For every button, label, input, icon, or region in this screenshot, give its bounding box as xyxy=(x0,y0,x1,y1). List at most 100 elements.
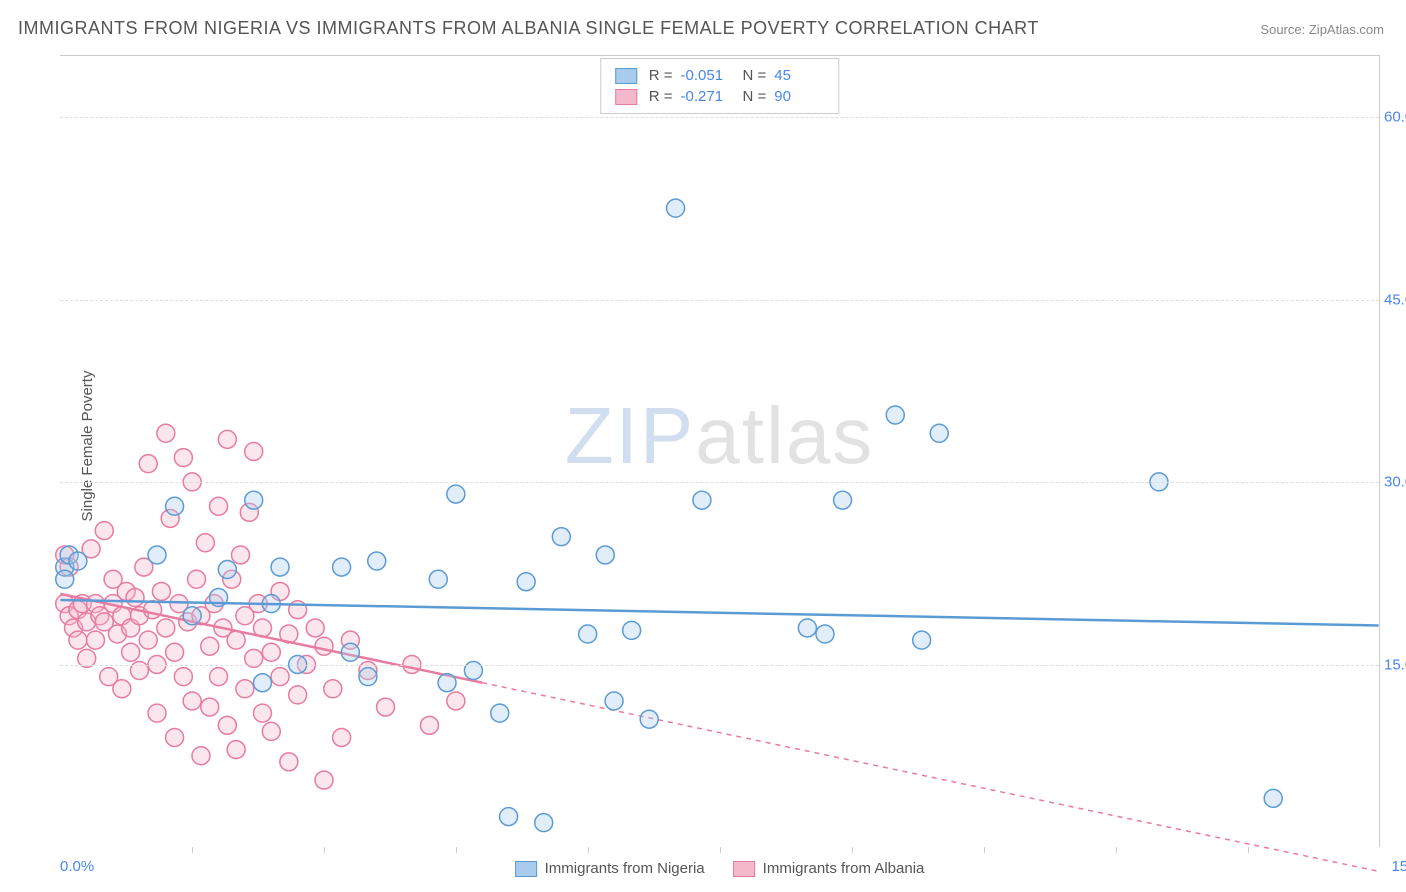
data-point xyxy=(333,728,351,746)
data-point xyxy=(341,643,359,661)
data-point xyxy=(834,491,852,509)
data-point xyxy=(174,668,192,686)
y-tick-label: 30.0% xyxy=(1384,474,1406,491)
source-attribution: Source: ZipAtlas.com xyxy=(1260,22,1384,37)
y-tick-label: 15.0% xyxy=(1384,657,1406,674)
x-tick-mark xyxy=(324,847,325,853)
legend-r-albania: -0.271 xyxy=(681,88,731,105)
data-point xyxy=(201,698,219,716)
data-point xyxy=(377,698,395,716)
data-point xyxy=(262,722,280,740)
data-point xyxy=(552,528,570,546)
data-point xyxy=(245,491,263,509)
data-point xyxy=(87,631,105,649)
data-point xyxy=(500,808,518,826)
source-label: Source: xyxy=(1260,22,1305,37)
data-point xyxy=(139,631,157,649)
data-point xyxy=(148,704,166,722)
legend-item-albania: Immigrants from Albania xyxy=(733,860,925,877)
gridline-h xyxy=(60,300,1379,301)
data-point xyxy=(210,497,228,515)
x-tick-mark xyxy=(852,847,853,853)
data-point xyxy=(218,430,236,448)
gridline-h xyxy=(60,117,1379,118)
legend-n-albania: 90 xyxy=(774,88,824,105)
correlation-legend: R = -0.051 N = 45 R = -0.271 N = 90 xyxy=(600,58,840,114)
data-point xyxy=(438,674,456,692)
data-point xyxy=(218,561,236,579)
source-link[interactable]: ZipAtlas.com xyxy=(1309,22,1384,37)
x-tick-mark xyxy=(1248,847,1249,853)
data-point xyxy=(56,570,74,588)
data-point xyxy=(596,546,614,564)
data-point xyxy=(605,692,623,710)
data-point xyxy=(324,680,342,698)
legend-row-albania: R = -0.271 N = 90 xyxy=(615,86,825,107)
data-point xyxy=(420,716,438,734)
chart-title: IMMIGRANTS FROM NIGERIA VS IMMIGRANTS FR… xyxy=(18,18,1039,39)
data-point xyxy=(280,753,298,771)
data-point xyxy=(227,741,245,759)
data-point xyxy=(245,443,263,461)
data-point xyxy=(188,570,206,588)
data-point xyxy=(623,621,641,639)
legend-label-nigeria: Immigrants from Nigeria xyxy=(545,860,705,877)
data-point xyxy=(144,601,162,619)
data-point xyxy=(69,631,87,649)
data-point xyxy=(69,552,87,570)
data-point xyxy=(166,497,184,515)
legend-r-label: R = xyxy=(649,88,673,105)
data-point xyxy=(183,692,201,710)
data-point xyxy=(271,558,289,576)
data-point xyxy=(253,704,271,722)
x-tick-right: 15.0% xyxy=(1391,858,1406,875)
data-point xyxy=(368,552,386,570)
data-point xyxy=(289,686,307,704)
trend-line-extrapolated xyxy=(482,683,1378,872)
legend-n-label: N = xyxy=(743,67,767,84)
legend-label-albania: Immigrants from Albania xyxy=(763,860,925,877)
data-point xyxy=(157,619,175,637)
data-point xyxy=(517,573,535,591)
data-point xyxy=(333,558,351,576)
data-point xyxy=(201,637,219,655)
gridline-h xyxy=(60,665,1379,666)
data-point xyxy=(262,643,280,661)
data-point xyxy=(122,643,140,661)
legend-r-label: R = xyxy=(649,67,673,84)
data-point xyxy=(315,771,333,789)
data-point xyxy=(95,522,113,540)
legend-n-label: N = xyxy=(743,88,767,105)
x-tick-mark xyxy=(720,847,721,853)
data-point xyxy=(315,637,333,655)
data-point xyxy=(152,582,170,600)
legend-swatch-nigeria xyxy=(615,68,637,84)
legend-swatch-albania xyxy=(615,89,637,105)
x-tick-left: 0.0% xyxy=(60,858,94,875)
y-tick-label: 45.0% xyxy=(1384,291,1406,308)
data-point xyxy=(579,625,597,643)
data-point xyxy=(667,199,685,217)
data-point xyxy=(359,668,377,686)
data-point xyxy=(166,728,184,746)
data-point xyxy=(798,619,816,637)
x-tick-mark xyxy=(456,847,457,853)
data-point xyxy=(640,710,658,728)
data-point xyxy=(535,814,553,832)
data-point xyxy=(429,570,447,588)
data-point xyxy=(253,674,271,692)
legend-r-nigeria: -0.051 xyxy=(681,67,731,84)
data-point xyxy=(113,680,131,698)
chart-plot-area: ZIPatlas R = -0.051 N = 45 R = -0.271 N … xyxy=(60,55,1380,847)
data-point xyxy=(157,424,175,442)
data-point xyxy=(491,704,509,722)
legend-row-nigeria: R = -0.051 N = 45 xyxy=(615,65,825,86)
data-point xyxy=(183,607,201,625)
data-point xyxy=(913,631,931,649)
data-point xyxy=(196,534,214,552)
scatter-svg xyxy=(60,56,1379,847)
x-tick-mark xyxy=(192,847,193,853)
data-point xyxy=(166,643,184,661)
x-tick-mark xyxy=(984,847,985,853)
data-point xyxy=(139,455,157,473)
